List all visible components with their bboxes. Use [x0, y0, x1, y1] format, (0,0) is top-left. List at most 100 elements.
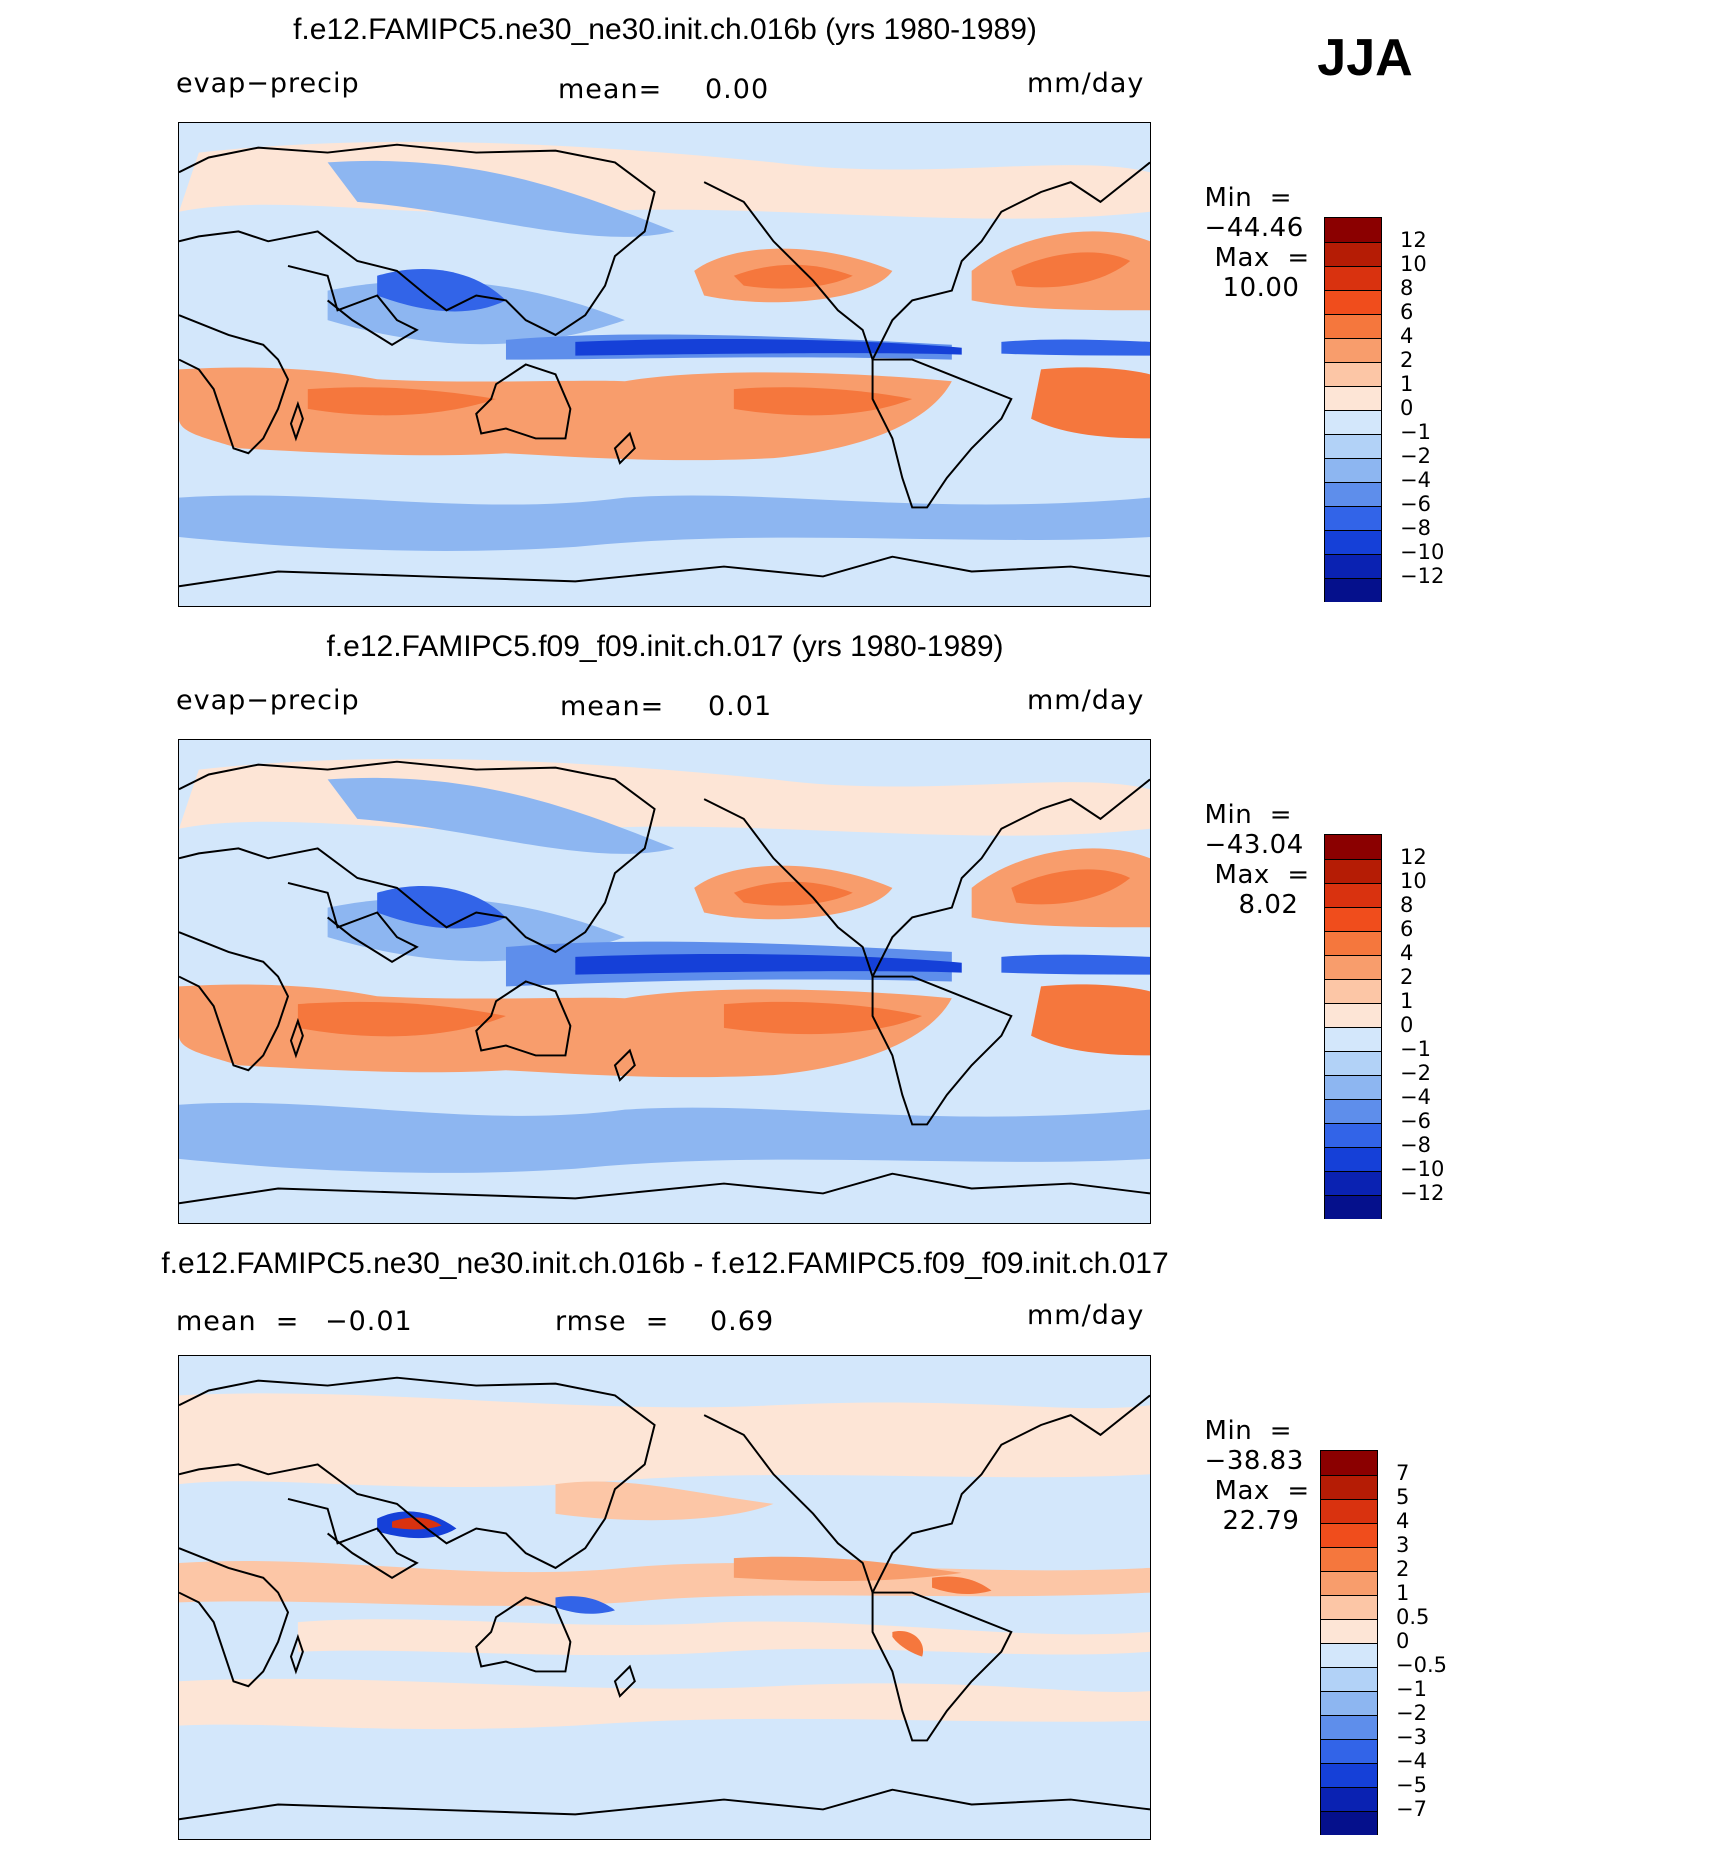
- colorbar-tick-label: 8: [1400, 893, 1414, 917]
- colorbar-tick-label: −3: [1396, 1725, 1427, 1749]
- colorbar-swatch: [1321, 1571, 1377, 1595]
- panel-1-min-label: Min =: [1204, 183, 1292, 213]
- colorbar-swatch: [1321, 1499, 1377, 1523]
- colorbar-tick-label: −5: [1396, 1773, 1427, 1797]
- panel-2-mean-value: 0.01: [708, 691, 773, 722]
- panel-3-rmse-value: 0.69: [710, 1306, 775, 1337]
- colorbar-swatch: [1325, 554, 1381, 578]
- panel-2-min-value: −43.04: [1204, 830, 1304, 860]
- colorbar-swatch: [1325, 530, 1381, 554]
- colorbar-tick-label: 6: [1400, 917, 1414, 941]
- colorbar-swatch: [1325, 1171, 1381, 1195]
- colorbar-swatch: [1325, 314, 1381, 338]
- colorbar-swatch: [1321, 1595, 1377, 1619]
- colorbar-tick-label: −6: [1400, 492, 1431, 516]
- colorbar-tick-label: 0.5: [1396, 1605, 1430, 1629]
- panel-3-min-value: −38.83: [1204, 1446, 1304, 1476]
- panel-3-mean-label: mean =: [176, 1306, 300, 1337]
- panel-2-mean-label: mean=: [560, 691, 665, 722]
- colorbar-tick-label: −10: [1400, 1157, 1445, 1181]
- colorbar-swatch: [1325, 218, 1381, 242]
- colorbar-tick-label: 2: [1400, 965, 1414, 989]
- colorbar-tick-label: −7: [1396, 1797, 1427, 1821]
- colorbar-swatch: [1325, 979, 1381, 1003]
- colorbar-swatch: [1325, 434, 1381, 458]
- colorbar-swatch: [1325, 362, 1381, 386]
- colorbar-swatch: [1325, 290, 1381, 314]
- colorbar-swatch: [1321, 1739, 1377, 1763]
- colorbar-tick-label: 1: [1400, 989, 1414, 1013]
- panel-2-units: mm/day: [1027, 685, 1145, 716]
- panel-2-max-value: 8.02: [1238, 890, 1299, 920]
- panel-3-title: f.e12.FAMIPC5.ne30_ne30.init.ch.016b - f…: [161, 1247, 1169, 1280]
- panel-3-max-value: 22.79: [1222, 1506, 1300, 1536]
- colorbar-swatch: [1325, 386, 1381, 410]
- panel-1-mean-label: mean=: [558, 74, 663, 105]
- colorbar-swatch: [1325, 1195, 1381, 1219]
- panel-1-title: f.e12.FAMIPC5.ne30_ne30.init.ch.016b (yr…: [293, 13, 1037, 46]
- colorbar-tick-label: 6: [1400, 300, 1414, 324]
- colorbar-2: [1324, 834, 1382, 1219]
- colorbar-tick-label: −4: [1396, 1749, 1427, 1773]
- colorbar-swatch: [1325, 1123, 1381, 1147]
- panel-2-variable: evap−precip: [176, 685, 360, 716]
- colorbar-swatch: [1325, 859, 1381, 883]
- colorbar-swatch: [1325, 266, 1381, 290]
- panel-1-max-label: Max =: [1214, 243, 1310, 273]
- colorbar-tick-label: 7: [1396, 1461, 1410, 1485]
- colorbar-tick-label: 4: [1400, 324, 1414, 348]
- panel-1-map: [178, 122, 1151, 607]
- colorbar-tick-label: 8: [1400, 276, 1414, 300]
- colorbar-swatch: [1325, 931, 1381, 955]
- colorbar-swatch: [1321, 1763, 1377, 1787]
- season-label: JJA: [1317, 29, 1413, 87]
- panel-2-map: [178, 739, 1151, 1224]
- colorbar-1: [1324, 217, 1382, 602]
- colorbar-swatch: [1321, 1547, 1377, 1571]
- panel-2-max-label: Max =: [1214, 860, 1310, 890]
- colorbar-tick-label: −10: [1400, 540, 1445, 564]
- colorbar-swatch: [1325, 482, 1381, 506]
- panel-2-min-label: Min =: [1204, 800, 1292, 830]
- colorbar-tick-label: 4: [1396, 1509, 1410, 1533]
- colorbar-swatch: [1325, 338, 1381, 362]
- colorbar-swatch: [1325, 506, 1381, 530]
- colorbar-tick-label: −8: [1400, 516, 1431, 540]
- colorbar-tick-label: 1: [1396, 1581, 1410, 1605]
- colorbar-swatch: [1321, 1475, 1377, 1499]
- colorbar-tick-label: 3: [1396, 1533, 1410, 1557]
- colorbar-tick-label: −2: [1400, 1061, 1431, 1085]
- colorbar-tick-label: 1: [1400, 372, 1414, 396]
- colorbar-swatch: [1325, 1147, 1381, 1171]
- colorbar-swatch: [1325, 1027, 1381, 1051]
- panel-1-mean-value: 0.00: [705, 74, 770, 105]
- colorbar-swatch: [1325, 835, 1381, 859]
- colorbar-tick-label: 10: [1400, 869, 1427, 893]
- panel-1-variable: evap−precip: [176, 68, 360, 99]
- panel-3-max-label: Max =: [1214, 1476, 1310, 1506]
- colorbar-tick-label: 5: [1396, 1485, 1410, 1509]
- colorbar-tick-label: 2: [1396, 1557, 1410, 1581]
- colorbar-swatch: [1325, 242, 1381, 266]
- colorbar-swatch: [1321, 1619, 1377, 1643]
- colorbar-swatch: [1321, 1715, 1377, 1739]
- colorbar-swatch: [1325, 578, 1381, 602]
- colorbar-swatch: [1325, 1099, 1381, 1123]
- colorbar-tick-label: −6: [1400, 1109, 1431, 1133]
- colorbar-tick-label: −4: [1400, 468, 1431, 492]
- colorbar-tick-label: 2: [1400, 348, 1414, 372]
- colorbar-swatch: [1325, 907, 1381, 931]
- colorbar-swatch: [1325, 1003, 1381, 1027]
- colorbar-tick-label: −12: [1400, 564, 1445, 588]
- colorbar-swatch: [1321, 1451, 1377, 1475]
- colorbar-tick-label: 4: [1400, 941, 1414, 965]
- colorbar-tick-label: −2: [1396, 1701, 1427, 1725]
- colorbar-tick-label: 12: [1400, 228, 1427, 252]
- panel-1-max-value: 10.00: [1222, 273, 1300, 303]
- colorbar-tick-label: 0: [1396, 1629, 1410, 1653]
- colorbar-tick-label: 0: [1400, 1013, 1414, 1037]
- colorbar-swatch: [1325, 410, 1381, 434]
- panel-1-units: mm/day: [1027, 68, 1145, 99]
- colorbar-swatch: [1321, 1787, 1377, 1811]
- colorbar-swatch: [1321, 1667, 1377, 1691]
